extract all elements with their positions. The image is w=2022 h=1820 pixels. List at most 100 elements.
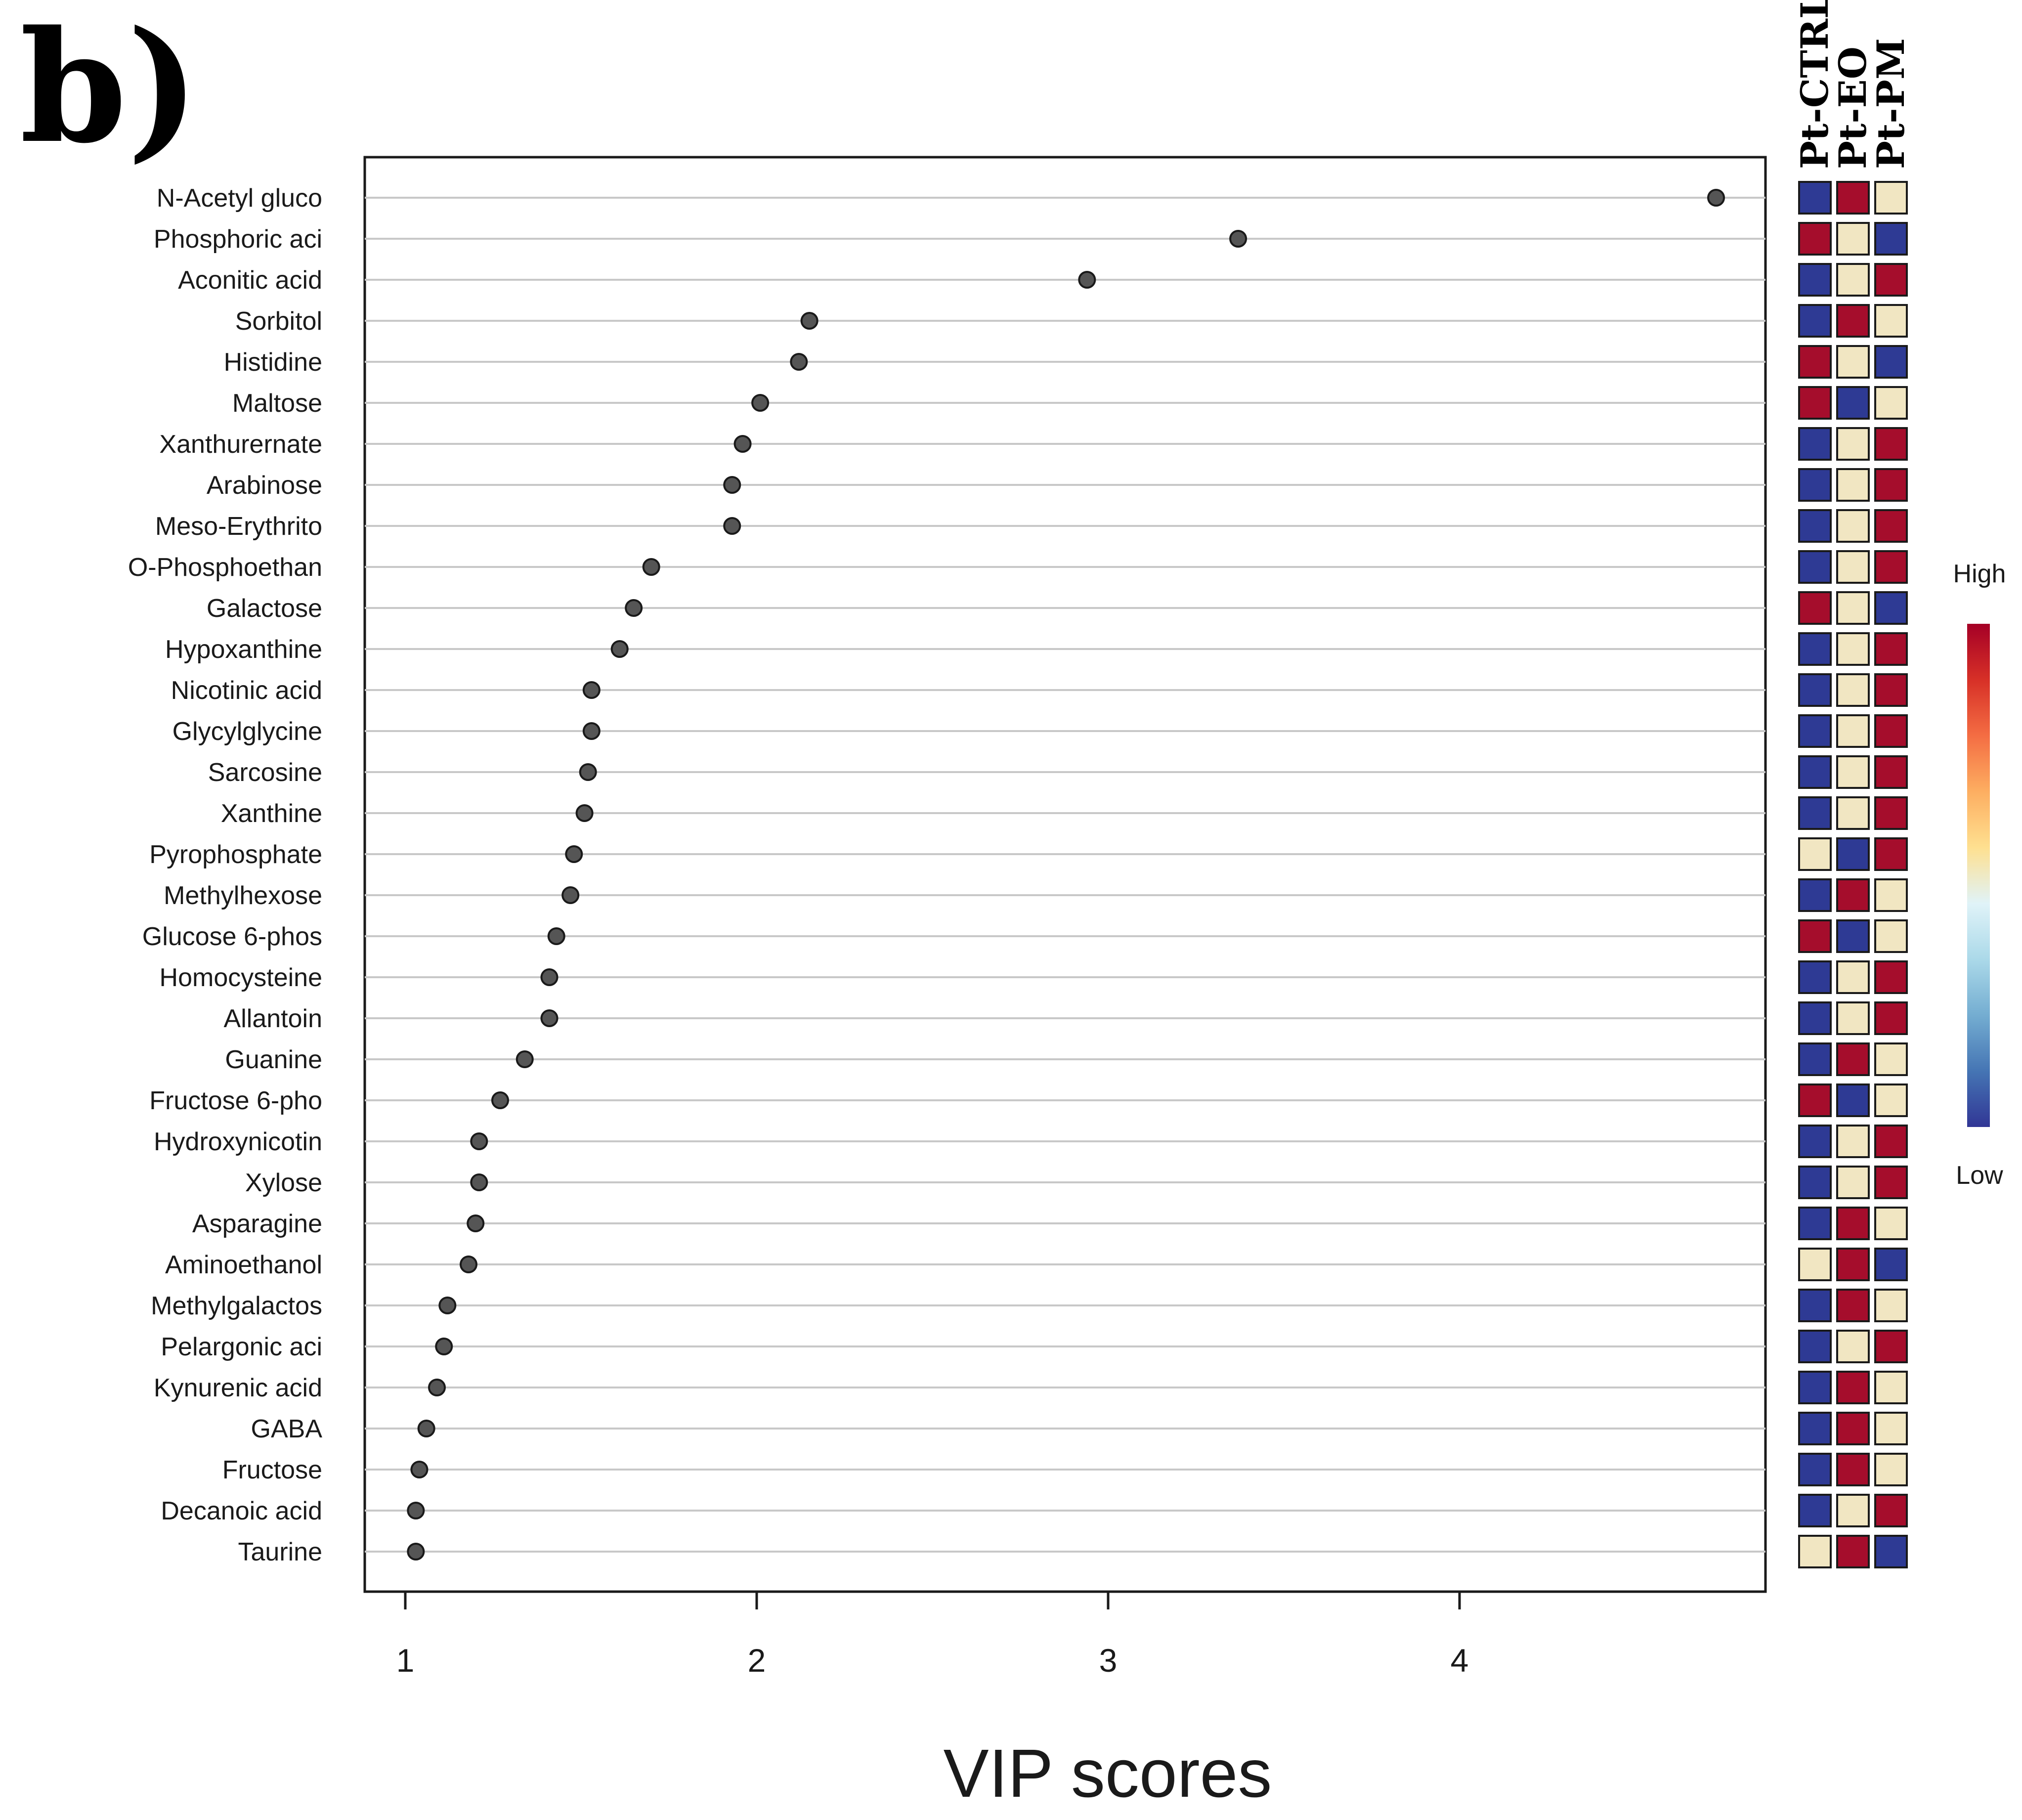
heatmap-cell bbox=[1798, 1166, 1832, 1199]
heatmap-cell bbox=[1836, 1412, 1870, 1445]
metabolite-label: Fructose bbox=[222, 1456, 322, 1484]
x-tick-label: 2 bbox=[748, 1642, 766, 1679]
heatmap-cell bbox=[1874, 919, 1908, 953]
heatmap-cell bbox=[1836, 632, 1870, 666]
heatmap-cell bbox=[1798, 714, 1832, 748]
group-heatmap bbox=[1798, 181, 1908, 1568]
data-point bbox=[625, 599, 643, 617]
heatmap-cell bbox=[1798, 1207, 1832, 1240]
heatmap-cell bbox=[1798, 1248, 1832, 1281]
metabolite-label: Nicotinic acid bbox=[171, 676, 322, 705]
data-point bbox=[723, 476, 741, 494]
heatmap-cell bbox=[1798, 1494, 1832, 1527]
heatmap-cell bbox=[1874, 1453, 1908, 1486]
metabolite-label: Glucose 6-phos bbox=[142, 922, 322, 951]
heatmap-cell bbox=[1874, 1083, 1908, 1117]
group-label: Pt-CTRL bbox=[1793, 0, 1837, 169]
data-point bbox=[723, 517, 741, 535]
heatmap-cell bbox=[1874, 1412, 1908, 1445]
heatmap-cell bbox=[1874, 550, 1908, 584]
x-tick-label: 1 bbox=[396, 1642, 415, 1679]
metabolite-label: Decanoic acid bbox=[161, 1497, 322, 1525]
heatmap-cell bbox=[1874, 1289, 1908, 1322]
x-tick-label: 3 bbox=[1099, 1642, 1118, 1679]
heatmap-cell bbox=[1874, 591, 1908, 625]
heatmap-cell bbox=[1836, 1083, 1870, 1117]
heatmap-cell bbox=[1798, 1535, 1832, 1568]
data-point bbox=[1229, 230, 1248, 248]
data-point bbox=[435, 1338, 453, 1355]
data-point bbox=[575, 804, 594, 822]
heatmap-cell bbox=[1874, 632, 1908, 666]
heatmap-cell bbox=[1836, 1001, 1870, 1035]
heatmap-cell bbox=[1836, 345, 1870, 379]
heatmap-cell bbox=[1836, 1289, 1870, 1322]
heatmap-cell bbox=[1798, 755, 1832, 789]
heatmap-cell bbox=[1874, 796, 1908, 830]
heatmap-cell bbox=[1798, 1125, 1832, 1158]
group-label: Pt-EO bbox=[1831, 46, 1875, 169]
x-tick-label: 4 bbox=[1451, 1642, 1469, 1679]
data-point bbox=[561, 886, 580, 904]
colorbar bbox=[1967, 624, 1990, 1127]
colorbar-low-label: Low bbox=[1956, 1161, 2003, 1190]
metabolite-label: Xanthine bbox=[221, 799, 322, 828]
heatmap-cell bbox=[1874, 509, 1908, 543]
heatmap-cell bbox=[1874, 960, 1908, 994]
data-point bbox=[417, 1420, 435, 1437]
heatmap-cell bbox=[1874, 304, 1908, 338]
metabolite-label: Arabinose bbox=[207, 471, 322, 500]
heatmap-cell bbox=[1874, 1248, 1908, 1281]
metabolite-label: Pelargonic aci bbox=[161, 1333, 322, 1361]
heatmap-cell bbox=[1798, 1042, 1832, 1076]
heatmap-cell bbox=[1798, 427, 1832, 461]
heatmap-cell bbox=[1798, 181, 1832, 215]
data-point bbox=[547, 927, 565, 945]
data-point bbox=[459, 1256, 477, 1273]
metabolite-label: Methylgalactos bbox=[151, 1292, 322, 1320]
metabolite-label: Xanthurernate bbox=[159, 430, 322, 459]
heatmap-cell bbox=[1874, 386, 1908, 420]
heatmap-cell bbox=[1798, 1453, 1832, 1486]
heatmap-cell bbox=[1874, 1042, 1908, 1076]
panel-label: b) bbox=[20, 0, 199, 177]
heatmap-cell bbox=[1836, 181, 1870, 215]
heatmap-cell bbox=[1798, 919, 1832, 953]
x-axis: 1 2 3 4 bbox=[396, 1592, 1469, 1679]
heatmap-cell bbox=[1798, 550, 1832, 584]
x-axis-title: VIP scores bbox=[944, 1735, 1272, 1812]
heatmap-cell bbox=[1874, 1330, 1908, 1363]
metabolite-label: O-Phosphoethan bbox=[128, 553, 322, 582]
data-point bbox=[790, 353, 808, 371]
heatmap-cell bbox=[1836, 796, 1870, 830]
data-point bbox=[470, 1173, 488, 1191]
heatmap-cell bbox=[1836, 714, 1870, 748]
data-point bbox=[491, 1091, 509, 1109]
heatmap-cell bbox=[1874, 1166, 1908, 1199]
heatmap-cell bbox=[1874, 263, 1908, 297]
heatmap-cell bbox=[1798, 222, 1832, 256]
heatmap-cell bbox=[1836, 1330, 1870, 1363]
heatmap-cell bbox=[1874, 181, 1908, 215]
metabolite-label: Galactose bbox=[207, 594, 322, 623]
heatmap-cell bbox=[1836, 1535, 1870, 1568]
heatmap-cell bbox=[1798, 1330, 1832, 1363]
heatmap-cell bbox=[1874, 1535, 1908, 1568]
heatmap-cell bbox=[1798, 1371, 1832, 1404]
metabolite-label: Maltose bbox=[232, 389, 322, 418]
heatmap-cell bbox=[1836, 509, 1870, 543]
data-point bbox=[410, 1461, 429, 1478]
heatmap-cell bbox=[1798, 1083, 1832, 1117]
metabolite-label: Methylhexose bbox=[164, 881, 322, 910]
heatmap-cell bbox=[1836, 1494, 1870, 1527]
heatmap-cell bbox=[1836, 591, 1870, 625]
metabolite-label: Asparagine bbox=[192, 1210, 322, 1238]
metabolite-label: Taurine bbox=[238, 1538, 322, 1566]
heatmap-cell bbox=[1798, 673, 1832, 707]
heatmap-cell bbox=[1874, 1125, 1908, 1158]
data-point bbox=[751, 394, 770, 412]
heatmap-cell bbox=[1798, 632, 1832, 666]
heatmap-cell bbox=[1836, 1248, 1870, 1281]
